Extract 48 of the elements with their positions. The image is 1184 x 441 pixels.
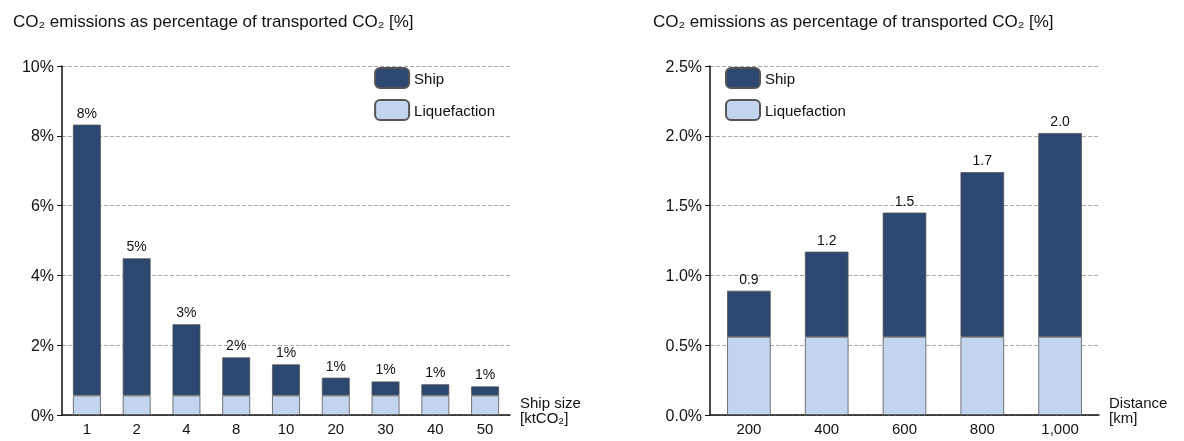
legend-label: Ship	[765, 69, 796, 87]
y-tick-label: 1.0%	[665, 266, 702, 284]
x-axis-title: Ship size [ktCO₂]	[520, 394, 581, 426]
total-label: 0.9	[739, 270, 759, 287]
total-label: 1%	[275, 344, 297, 361]
total-label: 1.2	[816, 231, 837, 248]
chart-title: CO₂ emissions as percentage of transported CO₂ [%]	[13, 12, 414, 31]
total-label: 5%	[126, 238, 147, 255]
total-label: 3%	[176, 304, 197, 321]
x-tick-label: 400	[814, 420, 840, 437]
x-tick-label: 20	[327, 420, 345, 437]
chart-title: CO₂ emissions as percentage of transported CO₂ [%]	[653, 12, 1054, 31]
y-tick-label: 6%	[30, 197, 54, 215]
x-tick-label: 1	[82, 420, 92, 437]
legend-label: Liquefaction	[765, 101, 846, 119]
x-tick-label: 30	[377, 420, 394, 437]
total-label: 1%	[425, 364, 446, 381]
y-tick-label: 0%	[30, 406, 54, 424]
total-label: 1%	[375, 361, 396, 378]
total-label: 2%	[226, 337, 247, 354]
y-tick-label: 2.0%	[665, 127, 702, 145]
x-tick-label: 800	[969, 420, 995, 437]
x-tick-label: 10	[277, 420, 295, 437]
total-label: 2.0	[1050, 113, 1071, 130]
y-tick-label: 4%	[30, 266, 54, 284]
y-tick-label: 1.5%	[665, 197, 702, 215]
x-tick-label: 600	[891, 420, 918, 437]
y-tick-label: 0.0%	[665, 406, 702, 424]
y-tick-label: 0.5%	[665, 336, 702, 354]
legend-label: Ship	[414, 69, 445, 87]
total-label: 1%	[474, 366, 496, 383]
y-tick-label: 8%	[30, 127, 54, 145]
x-tick-label: 2	[132, 420, 141, 437]
y-tick-label: 2%	[30, 336, 54, 354]
x-tick-label: 50	[476, 420, 494, 437]
x-tick-label: 200	[736, 420, 762, 437]
y-tick-label: 10%	[21, 57, 54, 75]
x-tick-label: 40	[426, 420, 444, 437]
x-tick-label: 1,000	[1041, 420, 1079, 437]
total-label: 8%	[76, 104, 98, 121]
legend-label: Liquefaction	[414, 101, 496, 119]
total-label: 1.5	[894, 192, 915, 209]
y-tick-label: 2.5%	[665, 57, 702, 75]
x-tick-label: 8	[232, 420, 241, 437]
total-label: 1.7	[972, 152, 993, 169]
total-label: 1%	[325, 357, 346, 374]
x-tick-label: 4	[182, 420, 191, 437]
x-axis-title: Distance [km]	[1109, 394, 1168, 426]
